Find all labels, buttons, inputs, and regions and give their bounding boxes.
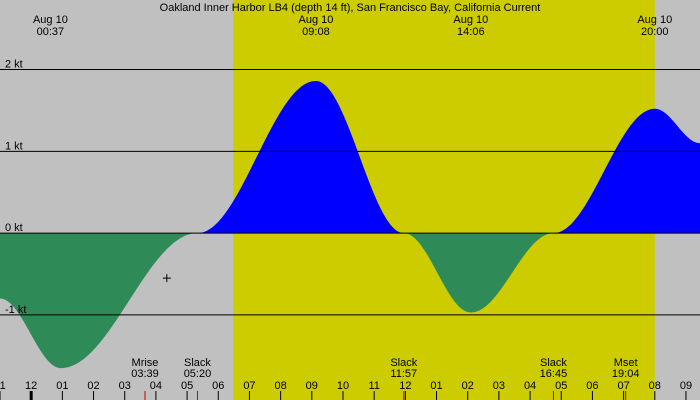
chart-title: Oakland Inner Harbor LB4 (depth 14 ft), …	[160, 2, 541, 14]
top-date-label: Aug 10	[637, 14, 672, 26]
event-time-label: 03:39	[131, 368, 159, 380]
y-tick-label: 0 kt	[5, 222, 23, 234]
top-date-label: Aug 10	[33, 14, 68, 26]
x-tick-label: 05	[181, 380, 193, 392]
x-tick-label: 04	[150, 380, 162, 392]
x-tick-label: 02	[87, 380, 99, 392]
x-tick-label: 07	[617, 380, 629, 392]
top-time-label: 00:37	[37, 26, 65, 38]
flood-area-3	[554, 108, 700, 234]
x-tick-label: 01	[56, 380, 68, 392]
x-tick-label: 06	[586, 380, 598, 392]
x-tick-label: 03	[119, 380, 131, 392]
y-tick-label: 1 kt	[5, 140, 23, 152]
event-time-label: 19:04	[612, 368, 640, 380]
ebb-area-0	[0, 233, 198, 369]
top-time-label: 20:00	[641, 26, 669, 38]
top-time-label: 09:08	[302, 26, 330, 38]
ebb-area-2	[404, 233, 554, 313]
x-tick-label: 04	[524, 380, 536, 392]
event-name-label: Slack	[390, 357, 417, 369]
x-tick-label: 03	[493, 380, 505, 392]
top-date-label: Aug 10	[299, 14, 334, 26]
event-name-label: Mset	[614, 357, 638, 369]
y-tick-label: -1 kt	[5, 304, 26, 316]
top-date-label: Aug 10	[453, 14, 488, 26]
y-tick-label: 2 kt	[5, 59, 23, 71]
top-time-label: 14:06	[457, 26, 485, 38]
event-name-label: Slack	[184, 357, 211, 369]
x-tick-label: 11	[0, 380, 6, 392]
x-tick-label: 07	[243, 380, 255, 392]
x-tick-label: 09	[680, 380, 692, 392]
x-tick-label: 01	[430, 380, 442, 392]
event-time-label: 05:20	[184, 368, 212, 380]
event-name-label: Slack	[540, 357, 567, 369]
x-tick-label: 12	[25, 380, 37, 392]
x-tick-label: 11	[368, 380, 379, 392]
x-tick-label: 09	[306, 380, 318, 392]
event-time-label: 16:45	[540, 368, 568, 380]
event-name-label: Mrise	[132, 357, 159, 369]
x-tick-label: 05	[555, 380, 567, 392]
x-tick-label: 02	[462, 380, 474, 392]
now-marker	[162, 274, 171, 283]
x-tick-label: 08	[649, 380, 661, 392]
event-time-label: 11:57	[390, 368, 417, 380]
x-tick-label: 10	[337, 380, 349, 392]
x-tick-label: 06	[212, 380, 224, 392]
x-tick-label: 12	[399, 380, 411, 392]
x-tick-label: 08	[274, 380, 286, 392]
flood-area-1	[198, 81, 404, 234]
